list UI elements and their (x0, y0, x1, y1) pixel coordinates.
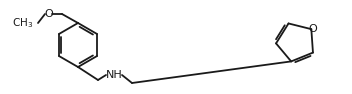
Text: $\mathsf{CH_3}$: $\mathsf{CH_3}$ (12, 16, 33, 30)
Text: NH: NH (106, 70, 122, 80)
Text: O: O (45, 9, 54, 19)
Text: O: O (308, 24, 317, 34)
